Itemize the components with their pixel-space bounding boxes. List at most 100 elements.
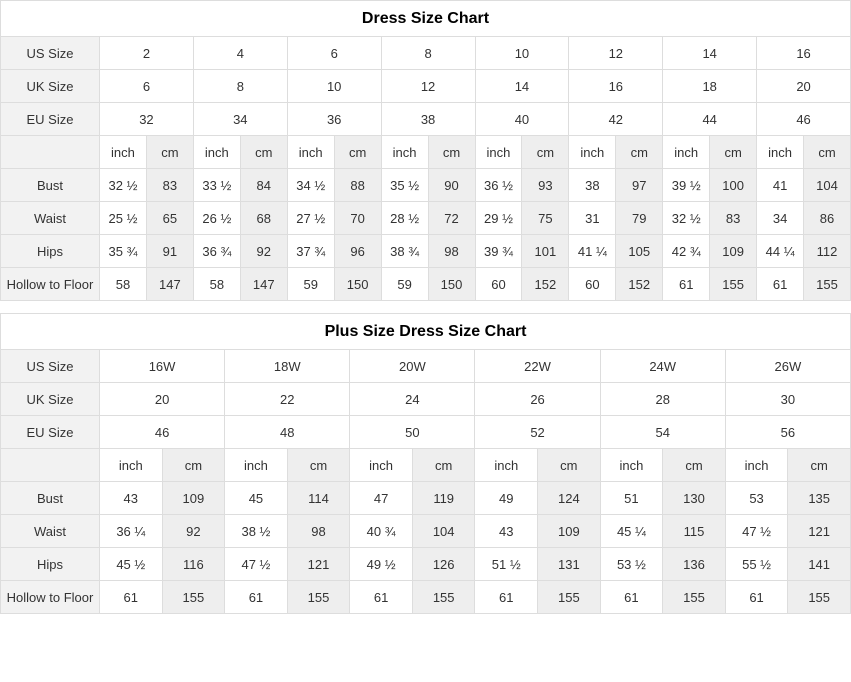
- waist-in: 27 ½: [287, 202, 334, 235]
- uk-size-cell: 20: [757, 70, 851, 103]
- hips-in: 55 ½: [725, 548, 788, 581]
- h2f-label: Hollow to Floor: [1, 268, 100, 301]
- waist-cm: 70: [334, 202, 381, 235]
- unit-cm: cm: [240, 136, 287, 169]
- h2f-in: 58: [100, 268, 147, 301]
- bust-in: 34 ½: [287, 169, 334, 202]
- waist-cm: 98: [287, 515, 350, 548]
- hips-in: 35 ¾: [100, 235, 147, 268]
- h2f-cm: 155: [538, 581, 601, 614]
- unit-inch: inch: [663, 136, 710, 169]
- uk-size-cell: 30: [725, 383, 850, 416]
- hips-in: 37 ¾: [287, 235, 334, 268]
- bust-in: 43: [100, 482, 163, 515]
- bust-in: 39 ½: [663, 169, 710, 202]
- h2f-in: 60: [475, 268, 522, 301]
- hips-cm: 131: [538, 548, 601, 581]
- unit-inch: inch: [569, 136, 616, 169]
- unit-header-row: inchcm inchcm inchcm inchcm inchcm inchc…: [1, 136, 851, 169]
- uk-size-cell: 20: [100, 383, 225, 416]
- eu-size-cell: 54: [600, 416, 725, 449]
- eu-size-cell: 52: [475, 416, 600, 449]
- uk-size-cell: 22: [225, 383, 350, 416]
- h2f-cm: 155: [287, 581, 350, 614]
- waist-cm: 65: [146, 202, 193, 235]
- uk-size-cell: 14: [475, 70, 569, 103]
- eu-size-cell: 48: [225, 416, 350, 449]
- hips-cm: 105: [616, 235, 663, 268]
- hips-cm: 136: [663, 548, 726, 581]
- bust-row: Bust 43109 45114 47119 49124 51130 53135: [1, 482, 851, 515]
- bust-in: 41: [757, 169, 804, 202]
- hips-cm: 101: [522, 235, 569, 268]
- unit-cm: cm: [788, 449, 851, 482]
- bust-cm: 88: [334, 169, 381, 202]
- h2f-in: 61: [350, 581, 413, 614]
- eu-size-row: EU Size 46 48 50 52 54 56: [1, 416, 851, 449]
- h2f-in: 58: [193, 268, 240, 301]
- us-size-cell: 14: [663, 37, 757, 70]
- us-size-cell: 26W: [725, 350, 850, 383]
- unit-inch: inch: [725, 449, 788, 482]
- bust-in: 36 ½: [475, 169, 522, 202]
- uk-size-cell: 12: [381, 70, 475, 103]
- unit-inch: inch: [100, 449, 163, 482]
- h2f-cm: 155: [162, 581, 225, 614]
- bust-in: 33 ½: [193, 169, 240, 202]
- hips-cm: 96: [334, 235, 381, 268]
- unit-inch: inch: [287, 136, 334, 169]
- waist-cm: 86: [804, 202, 851, 235]
- hips-cm: 92: [240, 235, 287, 268]
- bust-in: 32 ½: [100, 169, 147, 202]
- eu-size-cell: 40: [475, 103, 569, 136]
- bust-cm: 130: [663, 482, 726, 515]
- waist-in: 29 ½: [475, 202, 522, 235]
- bust-cm: 114: [287, 482, 350, 515]
- bust-in: 49: [475, 482, 538, 515]
- hips-in: 51 ½: [475, 548, 538, 581]
- us-size-cell: 20W: [350, 350, 475, 383]
- bust-label: Bust: [1, 482, 100, 515]
- h2f-in: 61: [475, 581, 538, 614]
- waist-cm: 104: [412, 515, 475, 548]
- eu-size-cell: 44: [663, 103, 757, 136]
- dress-size-chart: Dress Size Chart US Size 2 4 6 8 10 12 1…: [0, 0, 851, 301]
- eu-size-label: EU Size: [1, 416, 100, 449]
- waist-in: 40 ¾: [350, 515, 413, 548]
- waist-cm: 68: [240, 202, 287, 235]
- table-title-row: Dress Size Chart: [1, 1, 851, 37]
- h2f-in: 61: [663, 268, 710, 301]
- unit-cm: cm: [538, 449, 601, 482]
- bust-in: 47: [350, 482, 413, 515]
- bust-label: Bust: [1, 169, 100, 202]
- waist-label: Waist: [1, 202, 100, 235]
- eu-size-cell: 34: [193, 103, 287, 136]
- unit-inch: inch: [757, 136, 804, 169]
- waist-in: 38 ½: [225, 515, 288, 548]
- hips-in: 38 ¾: [381, 235, 428, 268]
- h2f-label: Hollow to Floor: [1, 581, 100, 614]
- waist-label: Waist: [1, 515, 100, 548]
- waist-cm: 72: [428, 202, 475, 235]
- h2f-cm: 152: [522, 268, 569, 301]
- hips-cm: 116: [162, 548, 225, 581]
- hips-label: Hips: [1, 548, 100, 581]
- waist-cm: 121: [788, 515, 851, 548]
- hips-in: 45 ½: [100, 548, 163, 581]
- hips-cm: 126: [412, 548, 475, 581]
- waist-cm: 115: [663, 515, 726, 548]
- unit-inch: inch: [350, 449, 413, 482]
- table-gap: [0, 301, 851, 313]
- bust-cm: 83: [146, 169, 193, 202]
- waist-row: Waist 25 ½65 26 ½68 27 ½70 28 ½72 29 ½75…: [1, 202, 851, 235]
- eu-size-cell: 42: [569, 103, 663, 136]
- table-title-row: Plus Size Dress Size Chart: [1, 314, 851, 350]
- hips-in: 49 ½: [350, 548, 413, 581]
- unit-inch: inch: [193, 136, 240, 169]
- empty-label: [1, 449, 100, 482]
- hips-in: 42 ¾: [663, 235, 710, 268]
- bust-cm: 119: [412, 482, 475, 515]
- h2f-in: 61: [100, 581, 163, 614]
- waist-row: Waist 36 ¼92 38 ½98 40 ¾104 43109 45 ¼11…: [1, 515, 851, 548]
- h2f-cm: 150: [334, 268, 381, 301]
